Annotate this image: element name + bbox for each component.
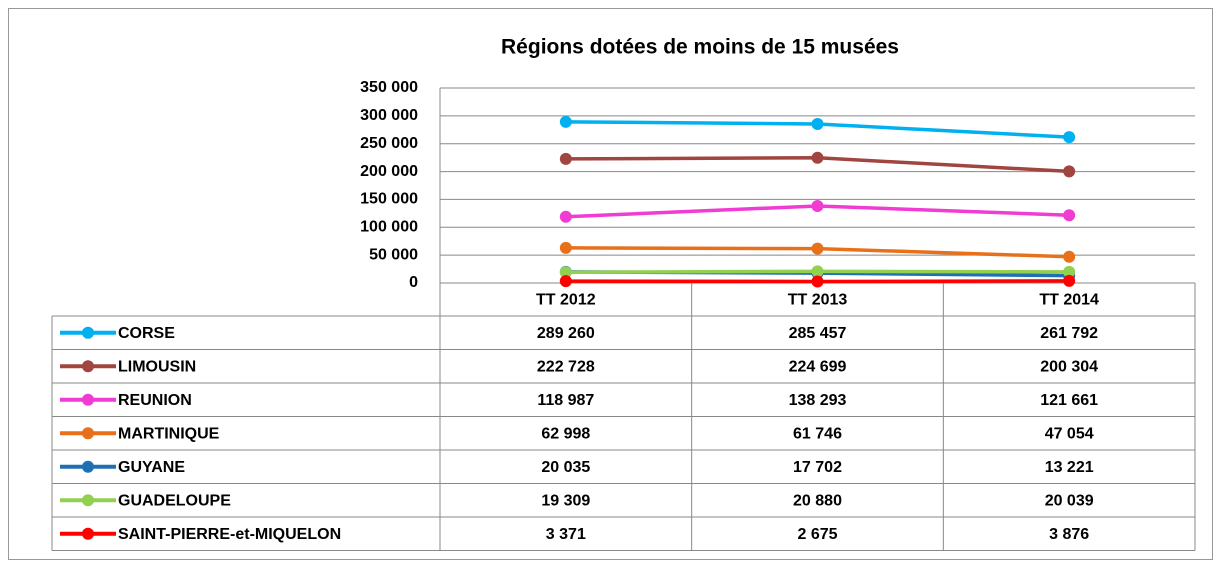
legend-label: SAINT-PIERRE-et-MIQUELON — [118, 526, 341, 543]
legend-label: REUNION — [118, 392, 192, 409]
table-value: 20 039 — [1045, 492, 1094, 509]
series-marker — [811, 199, 824, 212]
series-marker — [559, 275, 572, 288]
legend-marker — [82, 326, 94, 339]
series-marker — [1063, 274, 1076, 287]
table-value: 200 304 — [1040, 358, 1098, 375]
table-value: 138 293 — [789, 392, 847, 409]
series-marker — [1063, 131, 1076, 144]
chart-title: Régions dotées de moins de 15 musées — [501, 36, 899, 59]
series-marker — [1063, 209, 1076, 222]
y-tick-label: 50 000 — [369, 246, 418, 263]
table-value: 118 987 — [537, 392, 594, 409]
table-value: 121 661 — [1040, 392, 1098, 409]
y-tick-label: 100 000 — [360, 219, 418, 236]
table-value: 261 792 — [1040, 325, 1098, 342]
y-tick-label: 250 000 — [360, 135, 418, 152]
y-tick-label: 200 000 — [360, 163, 418, 180]
legend-label: MARTINIQUE — [118, 425, 220, 442]
y-tick-label: 300 000 — [360, 107, 418, 124]
legend-label: GUADELOUPE — [118, 492, 231, 509]
legend-marker — [82, 494, 94, 507]
legend-marker — [82, 527, 94, 540]
y-tick-label: 150 000 — [360, 191, 418, 208]
table-value: 222 728 — [537, 358, 595, 375]
series-marker — [559, 115, 572, 128]
series-marker — [559, 241, 572, 254]
table-value: 224 699 — [789, 358, 847, 375]
series-marker — [811, 275, 824, 288]
series-marker — [811, 117, 824, 130]
table-value: 61 746 — [793, 425, 842, 442]
legend-label: CORSE — [118, 325, 175, 342]
legend-marker — [82, 460, 94, 473]
legend-label: GUYANE — [118, 459, 185, 476]
table-value: 62 998 — [541, 425, 590, 442]
series-marker — [559, 210, 572, 223]
table-value: 3 876 — [1049, 526, 1089, 543]
series-marker — [1063, 250, 1076, 263]
series-marker — [811, 242, 824, 255]
table-value: 13 221 — [1045, 459, 1094, 476]
table-value: 3 371 — [546, 526, 586, 543]
table-value: 20 035 — [541, 459, 590, 476]
y-tick-label: 350 000 — [360, 79, 418, 96]
series-marker — [1063, 265, 1076, 278]
series-marker — [811, 265, 824, 278]
y-tick-label: 0 — [409, 274, 418, 291]
legend-marker — [82, 360, 94, 373]
table-value: 20 880 — [793, 492, 842, 509]
series-marker — [811, 151, 824, 164]
x-tick-label: TT 2012 — [536, 292, 596, 309]
table-value: 19 309 — [541, 492, 590, 509]
x-tick-label: TT 2014 — [1039, 292, 1099, 309]
legend-marker — [82, 427, 94, 440]
chart-frame — [8, 8, 1213, 560]
legend-label: LIMOUSIN — [118, 358, 196, 375]
table-value: 285 457 — [789, 325, 847, 342]
x-tick-label: TT 2013 — [788, 292, 848, 309]
legend-marker — [82, 393, 94, 406]
series-marker — [559, 152, 572, 165]
table-value: 47 054 — [1045, 425, 1094, 442]
series-marker — [1063, 165, 1076, 178]
table-value: 17 702 — [793, 459, 842, 476]
table-value: 289 260 — [537, 325, 595, 342]
table-value: 2 675 — [797, 526, 837, 543]
series-marker — [559, 266, 572, 279]
